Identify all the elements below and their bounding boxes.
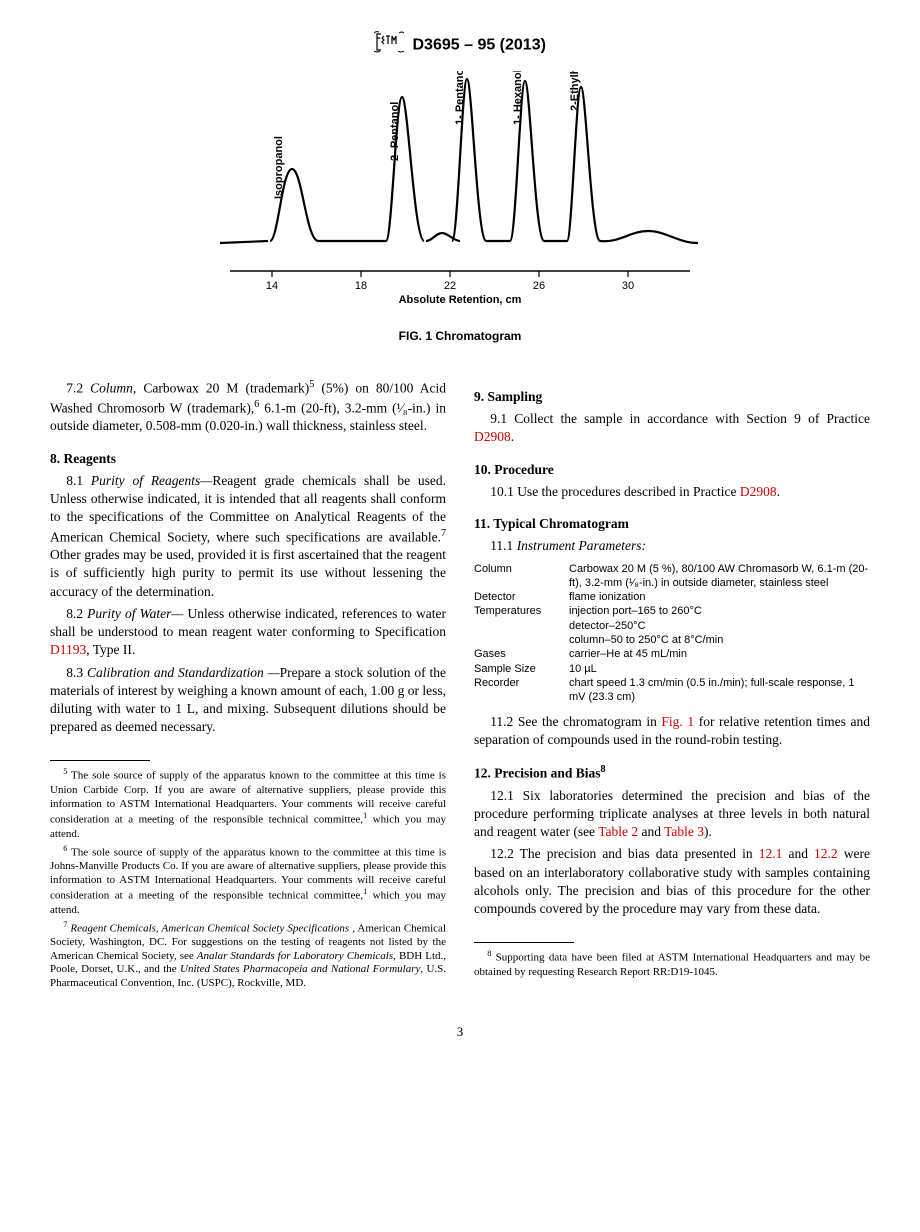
section-12-head: 12. Precision and Bias8 (474, 763, 870, 783)
param-row-column: ColumnCarbowax 20 M (5 %), 80/100 AW Chr… (474, 562, 870, 591)
para-9-1: 9.1 Collect the sample in accordance wit… (474, 410, 870, 446)
footnote-8: 8 Supporting data have been filed at AST… (474, 949, 870, 979)
section-11-head: 11. Typical Chromatogram (474, 515, 870, 533)
section-10-head: 10. Procedure (474, 461, 870, 479)
para-10-1: 10.1 Use the procedures described in Pra… (474, 483, 870, 501)
para-12-2: 12.2 The precision and bias data present… (474, 845, 870, 918)
page-header: D3695 – 95 (2013) (50, 30, 870, 61)
x-axis-label: Absolute Retention, cm (399, 294, 522, 306)
svg-text:22: 22 (444, 280, 456, 292)
svg-text:18: 18 (355, 280, 367, 292)
link-fig-1[interactable]: Fig. 1 (661, 714, 694, 729)
link-d2908-b[interactable]: D2908 (740, 484, 777, 499)
footnote-6: 6 The sole source of supply of the appar… (50, 844, 446, 918)
link-d1193[interactable]: D1193 (50, 642, 86, 657)
para-11-1: 11.1 Instrument Parameters: (474, 537, 870, 555)
param-row-recorder: Recorderchart speed 1.3 cm/min (0.5 in./… (474, 676, 870, 705)
section-8-head: 8. Reagents (50, 450, 446, 468)
svg-text:1- Hexanol: 1- Hexanol (512, 71, 524, 125)
footnote-7: 7 Reagent Chemicals, American Chemical S… (50, 920, 446, 991)
section-9-head: 9. Sampling (474, 388, 870, 406)
right-column: 9. Sampling 9.1 Collect the sample in ac… (474, 374, 870, 993)
svg-text:30: 30 (622, 280, 634, 292)
para-7-2: 7.2 Column, Carbowax 20 M (trademark)5 (… (50, 378, 446, 436)
svg-text:2-Ethylhexanol: 2-Ethylhexanol (569, 71, 581, 111)
left-column: 7.2 Column, Carbowax 20 M (trademark)5 (… (50, 374, 446, 993)
link-table-3[interactable]: Table 3 (664, 824, 704, 839)
svg-text:2- Pentanol: 2- Pentanol (389, 101, 401, 160)
svg-text:14: 14 (266, 280, 278, 292)
para-12-1: 12.1 Six laboratories determined the pre… (474, 787, 870, 842)
standard-number: D3695 – 95 (2013) (413, 37, 546, 54)
link-12-2[interactable]: 12.2 (814, 846, 838, 861)
link-table-2[interactable]: Table 2 (598, 824, 638, 839)
instrument-parameters-table: ColumnCarbowax 20 M (5 %), 80/100 AW Chr… (474, 562, 870, 705)
svg-text:26: 26 (533, 280, 545, 292)
figure-1: Isopropanol 2- Pentanol 1- Pentanol 1- H… (50, 71, 870, 344)
astm-logo (374, 30, 404, 61)
svg-text:1- Pentanol: 1- Pentanol (454, 71, 466, 125)
param-row-detector: Detectorflame ionization (474, 590, 870, 604)
para-8-2: 8.2 Purity of Water— Unless otherwise in… (50, 605, 446, 660)
link-12-1[interactable]: 12.1 (759, 846, 783, 861)
para-8-1: 8.1 Purity of Reagents—Reagent grade che… (50, 472, 446, 601)
footnote-rule-left (50, 760, 150, 761)
para-8-3: 8.3 Calibration and Standardization —Pre… (50, 664, 446, 737)
param-row-sample-size: Sample Size10 µL (474, 662, 870, 676)
chromatogram-svg: Isopropanol 2- Pentanol 1- Pentanol 1- H… (210, 71, 710, 321)
link-d2908-a[interactable]: D2908 (474, 429, 511, 444)
footnote-rule-right (474, 942, 574, 943)
footnote-5: 5 The sole source of supply of the appar… (50, 767, 446, 841)
param-row-temperatures: Temperaturesinjection port–165 to 260°Cd… (474, 604, 870, 647)
page-number: 3 (50, 1023, 870, 1041)
svg-text:Isopropanol: Isopropanol (273, 136, 285, 199)
two-column-body: 7.2 Column, Carbowax 20 M (trademark)5 (… (50, 374, 870, 993)
param-row-gases: Gasescarrier–He at 45 mL/min (474, 647, 870, 661)
para-11-2: 11.2 See the chromatogram in Fig. 1 for … (474, 713, 870, 749)
figure-caption: FIG. 1 Chromatogram (50, 328, 870, 344)
